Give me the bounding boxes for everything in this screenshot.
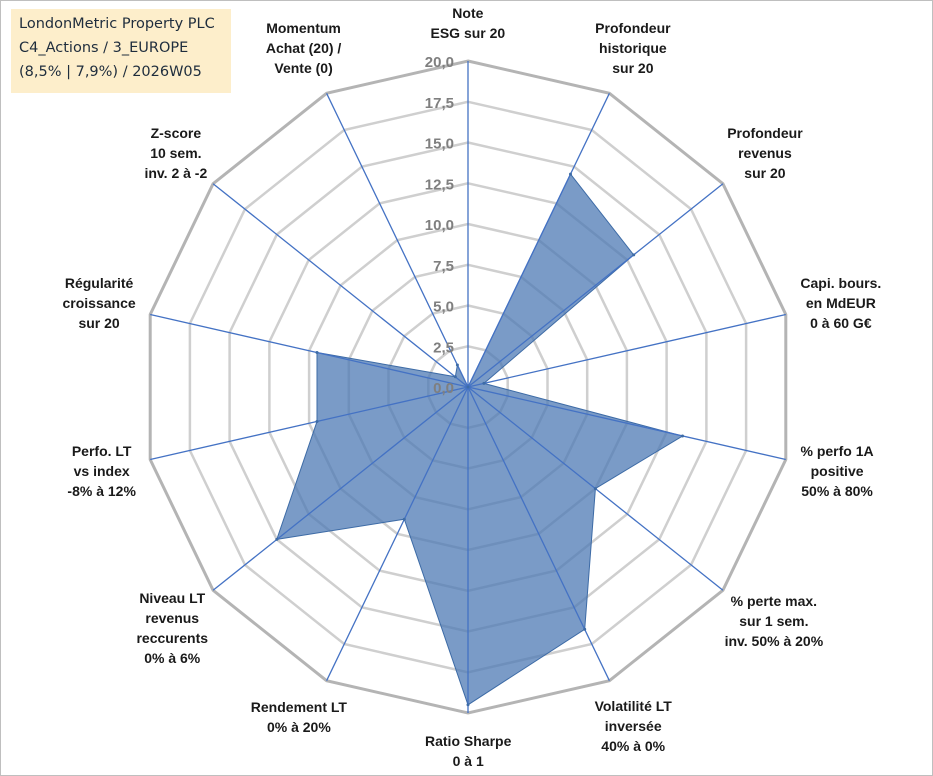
tick-label: 7,5	[433, 258, 454, 275]
data-point	[593, 487, 597, 491]
axis-label: Note ESG sur 20	[431, 3, 506, 43]
axis-label-line: sur 20	[78, 315, 120, 332]
axis-spoke	[467, 183, 724, 388]
axis-spoke	[326, 386, 469, 681]
data-point	[482, 381, 486, 385]
tick-label: 0,0	[433, 380, 454, 397]
data-point	[681, 434, 684, 438]
axis-label-line: % perfo 1A	[800, 442, 874, 459]
category-line: C4_Actions / 3_EUROPE	[19, 40, 189, 56]
data-point	[455, 363, 459, 367]
axis-spoke	[467, 386, 786, 461]
axis-label-line: croissance	[62, 295, 136, 312]
axis-label: Capi. bours. en MdEUR 0 à 60 G€	[800, 273, 881, 333]
axis-label: Momentum Achat (20) / Vente (0)	[266, 18, 341, 78]
axis-label-line: 0% à 6%	[144, 649, 201, 666]
axis-spoke	[467, 313, 786, 388]
tick-label: 20,0	[425, 54, 454, 71]
stats-line: (8,5% | 7,9%) / 2026W05	[19, 64, 202, 80]
axis-label: Ratio Sharpe 0 à 1	[425, 731, 511, 771]
axis-label-line: 0 à 1	[452, 753, 484, 769]
axis-label: Niveau LT revenus reccurents 0% à 6%	[136, 588, 208, 668]
data-series-area	[276, 173, 684, 706]
axis-label: Profondeur revenus sur 20	[727, 123, 802, 183]
axis-label-line: en MdEUR	[805, 295, 876, 312]
data-point	[466, 385, 470, 389]
axis-label: Rendement LT 0% à 20%	[251, 697, 347, 737]
axis-label: Z-score 10 sem. inv. 2 à -2	[144, 123, 207, 183]
tick-label: 15,0	[425, 136, 454, 153]
axis-label: Perfo. LT vs index -8% à 12%	[67, 441, 135, 501]
axis-spoke	[326, 93, 469, 388]
axis-label-line: reccurents	[136, 629, 209, 646]
axis-label-line: Profondeur	[595, 20, 671, 37]
axis-label-line: Rendement LT	[250, 698, 347, 715]
axis-label-line: Niveau LT	[139, 589, 206, 606]
axis-label-line: inv. 50% à 20%	[724, 633, 824, 650]
axis-label-line: Profondeur	[727, 124, 803, 141]
axis-label-line: Note	[452, 5, 484, 21]
company-name: LondonMetric Property PLC	[19, 16, 215, 32]
axis-label-line: historique	[599, 40, 667, 57]
axis-label-line: 50% à 80%	[801, 482, 873, 499]
axis-label-line: Régularité	[64, 275, 134, 292]
axis-label-line: % perte max.	[730, 593, 818, 610]
axis-label-line: -8% à 12%	[67, 482, 136, 499]
tick-label: 17,5	[425, 95, 454, 112]
axis-label-line: 10 sem.	[150, 144, 202, 161]
data-point	[402, 517, 406, 521]
axis-label-line: Vente (0)	[274, 60, 333, 77]
axis-spoke	[150, 313, 469, 388]
tick-label: 2,5	[433, 339, 454, 356]
axis-label-line: Z-score	[150, 124, 202, 141]
axis-label-line: inv. 2 à -2	[144, 164, 208, 181]
info-box: LondonMetric Property PLC C4_Actions / 3…	[11, 9, 231, 93]
axis-spoke	[212, 386, 469, 591]
axis-spoke	[467, 386, 610, 681]
tick-label: 10,0	[425, 217, 454, 234]
axis-label-line: 0% à 20%	[266, 718, 331, 735]
axis-label-line: 0 à 60 G€	[810, 315, 872, 332]
axis-label-line: positive	[810, 462, 864, 479]
axis-label-line: sur 20	[744, 164, 786, 181]
axis-label-line: revenus	[145, 609, 200, 626]
axis-spoke	[150, 386, 469, 461]
axis-label-line: Achat (20) /	[265, 40, 342, 57]
axis-label-line: ESG sur 20	[430, 25, 506, 41]
data-point	[466, 703, 470, 707]
data-point	[569, 172, 572, 176]
axis-label: Régularité croissance sur 20	[62, 273, 135, 333]
axis-label-line: Momentum	[266, 20, 341, 37]
axis-spoke	[467, 93, 610, 388]
axis-label-line: Perfo. LT	[71, 442, 132, 459]
axis-label: Profondeur historique sur 20	[595, 18, 670, 78]
axis-label-line: sur 20	[612, 60, 654, 77]
tick-label: 12,5	[425, 176, 454, 193]
axis-label: Volatilité LT inversée 40% à 0%	[595, 696, 672, 756]
data-point	[453, 375, 457, 379]
axis-label-line: inversée	[604, 717, 662, 734]
data-point	[315, 420, 319, 423]
axis-label-line: Volatilité LT	[594, 697, 672, 714]
axis-label: % perte max. sur 1 sem. inv. 50% à 20%	[725, 591, 824, 651]
tick-label: 5,0	[433, 299, 454, 316]
axis-label-line: vs index	[73, 462, 130, 479]
axis-spoke	[212, 183, 469, 388]
data-point	[583, 627, 587, 631]
axis-label-line: Capi. bours.	[800, 275, 882, 292]
axis-label: % perfo 1A positive 50% à 80%	[801, 441, 874, 501]
data-point	[632, 253, 636, 257]
axis-label-line: sur 1 sem.	[739, 613, 809, 630]
axis-label-line: Ratio Sharpe	[425, 733, 512, 749]
axis-label-line: 40% à 0%	[601, 737, 666, 754]
data-point	[275, 537, 279, 541]
axis-label-line: revenus	[738, 144, 792, 161]
data-point	[315, 351, 319, 354]
